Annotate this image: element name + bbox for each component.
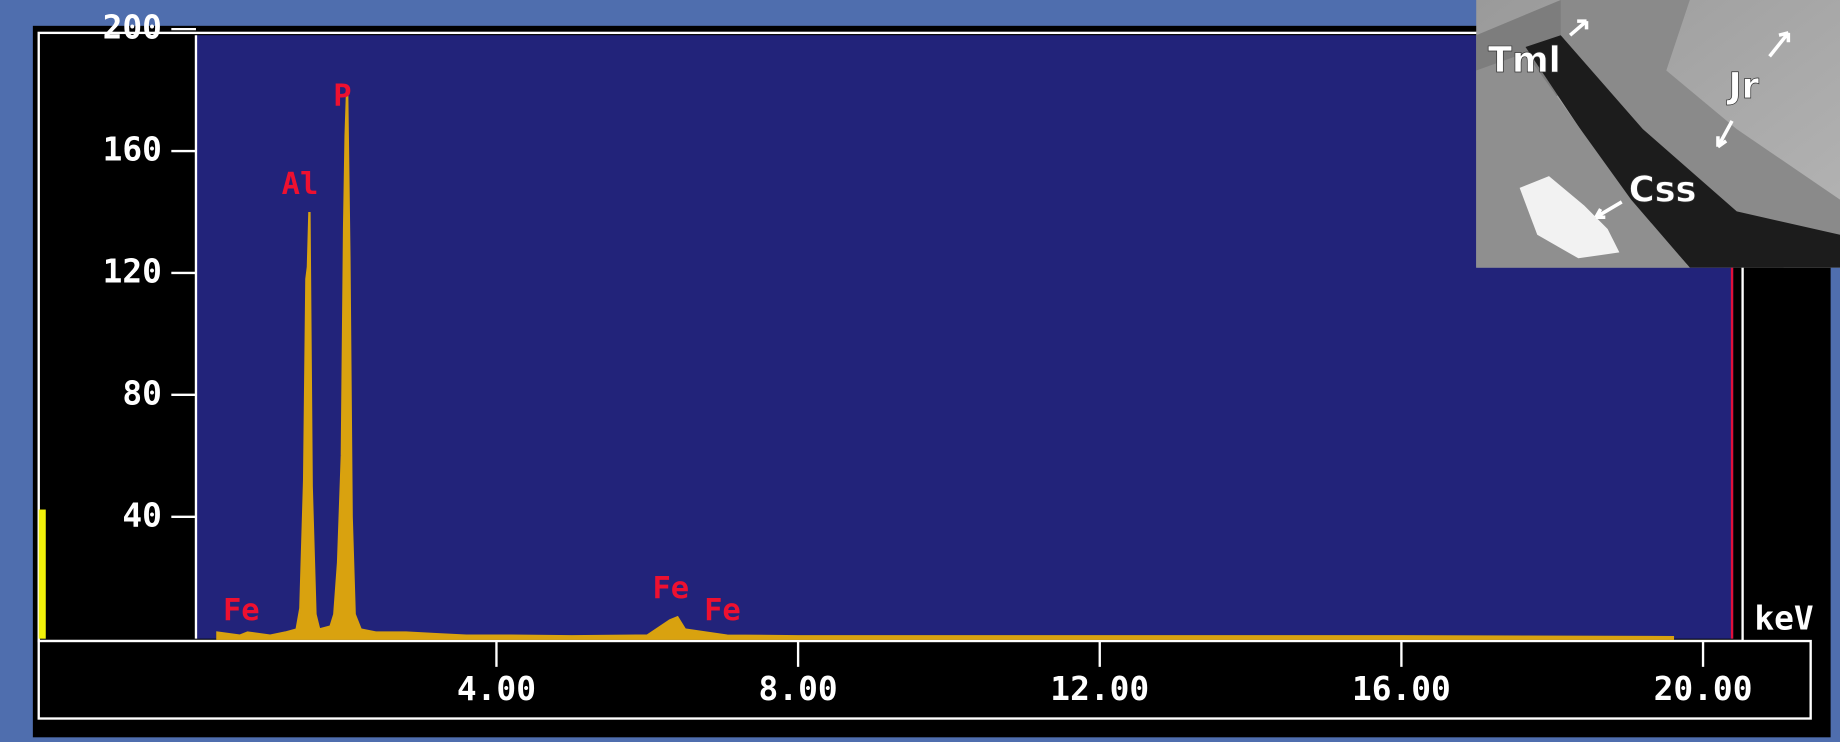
x-tick-label: 4.00 — [457, 669, 536, 708]
y-tick-label: 160 — [103, 130, 162, 169]
spectrum — [216, 90, 1675, 640]
x-axis-box — [37, 639, 1812, 720]
micrograph-region — [1519, 176, 1620, 259]
x-tick-label: 16.00 — [1352, 669, 1451, 708]
micrograph: Tml Jr Css — [1476, 0, 1840, 268]
y-tick-label: 40 — [122, 495, 162, 534]
peak-label: Fe — [704, 593, 741, 628]
peak-label: Fe — [652, 571, 689, 606]
x-tick-label: 8.00 — [759, 669, 838, 708]
x-axis-label: keV — [1754, 598, 1813, 637]
inset-label: Css — [1629, 169, 1697, 210]
gauge — [38, 509, 46, 639]
micrograph-region — [1560, 0, 1840, 268]
arrow — [1716, 120, 1734, 149]
arrow — [1568, 19, 1589, 37]
y-tick-label: 80 — [122, 373, 162, 412]
arrow — [1594, 200, 1623, 219]
y-tick-label: 120 — [103, 251, 162, 290]
micrograph-region — [1525, 35, 1840, 268]
arrow — [1768, 31, 1791, 58]
y-tick-label: 200 — [103, 8, 162, 47]
x-tick-label: 12.00 — [1050, 669, 1149, 708]
peak-label: P — [333, 79, 351, 114]
peak-label: Fe — [223, 593, 260, 628]
inset-label: Tml — [1488, 40, 1561, 81]
inset-label: Jr — [1727, 66, 1760, 107]
peak-label: Al — [282, 167, 319, 202]
x-tick-label: 20.00 — [1654, 669, 1753, 708]
